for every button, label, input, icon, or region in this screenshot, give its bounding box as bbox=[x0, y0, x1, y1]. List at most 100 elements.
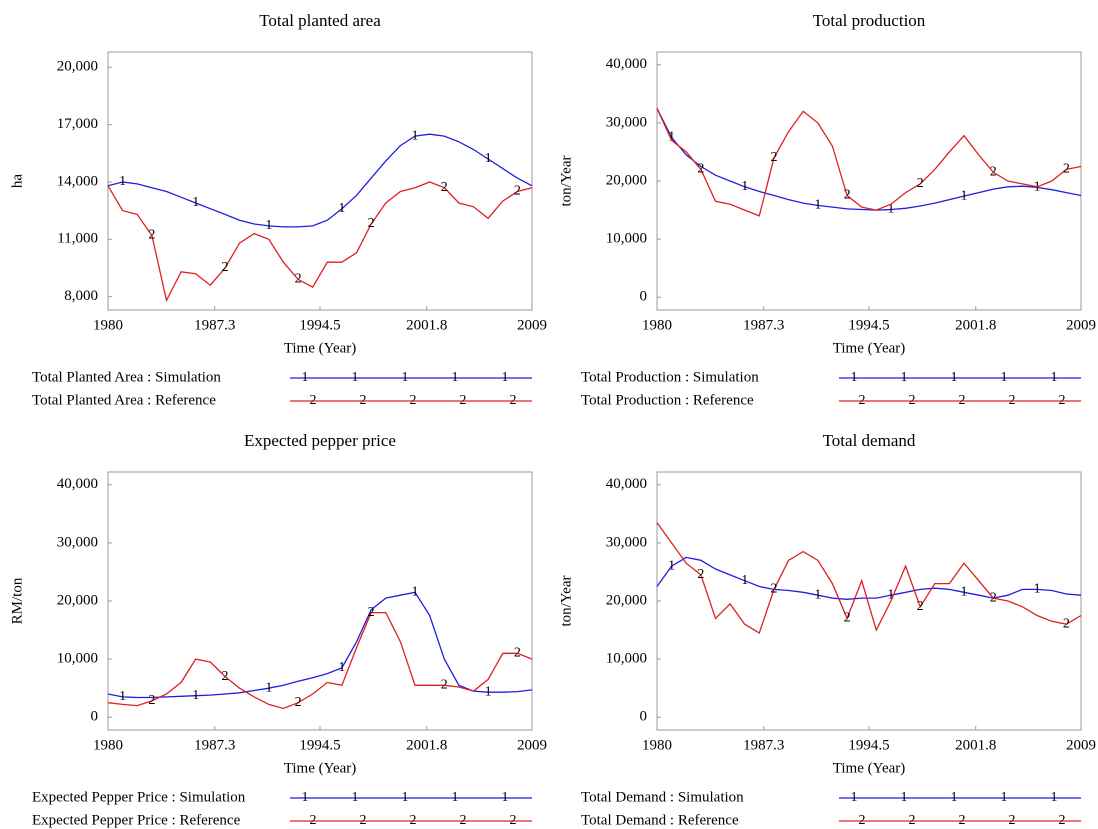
series-marker: 2 bbox=[295, 272, 302, 287]
x-tick-label: 2001.8 bbox=[955, 737, 996, 753]
y-tick-label: 40,000 bbox=[606, 476, 647, 492]
legend-marker: 2 bbox=[460, 393, 467, 408]
series-marker: 2 bbox=[368, 605, 375, 620]
series-marker: 1 bbox=[814, 198, 821, 213]
legend-marker: 1 bbox=[452, 790, 459, 805]
series-marker: 1 bbox=[192, 688, 199, 703]
series-marker: 1 bbox=[814, 587, 821, 602]
series-marker: 1 bbox=[485, 684, 492, 699]
series-marker: 1 bbox=[1034, 582, 1041, 597]
y-tick-label: 0 bbox=[91, 709, 99, 725]
y-axis-label: ha bbox=[9, 174, 25, 189]
legend-marker: 2 bbox=[1059, 813, 1066, 828]
y-tick-label: 20,000 bbox=[606, 172, 647, 188]
series-line bbox=[107, 133, 533, 228]
legend-marker: 1 bbox=[352, 790, 359, 805]
legend-label: Total Demand : Simulation bbox=[581, 789, 744, 805]
series-marker: 2 bbox=[221, 669, 228, 684]
legend-marker: 1 bbox=[402, 370, 409, 385]
legend-marker: 2 bbox=[360, 813, 367, 828]
series-marker: 2 bbox=[697, 162, 704, 177]
x-tick-label: 2009 bbox=[517, 317, 547, 333]
x-tick-label: 1980 bbox=[642, 737, 672, 753]
legend-label: Expected Pepper Price : Reference bbox=[32, 812, 241, 828]
legend-marker: 2 bbox=[859, 813, 866, 828]
x-tick-label: 1994.5 bbox=[299, 317, 340, 333]
series-marker: 1 bbox=[265, 218, 272, 233]
series-marker: 2 bbox=[148, 693, 155, 708]
legend-marker: 1 bbox=[1051, 790, 1058, 805]
series-marker: 1 bbox=[338, 660, 345, 675]
x-tick-label: 1994.5 bbox=[848, 737, 889, 753]
series-marker: 2 bbox=[990, 165, 997, 180]
series-line bbox=[656, 556, 1082, 600]
series-marker: 1 bbox=[485, 151, 492, 166]
y-tick-label: 20,000 bbox=[606, 592, 647, 608]
y-tick-label: 11,000 bbox=[57, 231, 98, 247]
series-marker: 1 bbox=[265, 680, 272, 695]
legend-marker: 1 bbox=[452, 370, 459, 385]
series-marker: 2 bbox=[514, 184, 521, 199]
legend-label: Total Planted Area : Reference bbox=[32, 392, 216, 408]
y-tick-label: 10,000 bbox=[57, 651, 98, 667]
legend-marker: 2 bbox=[410, 393, 417, 408]
legend-marker: 1 bbox=[1001, 790, 1008, 805]
series-marker: 1 bbox=[119, 174, 126, 189]
legend-marker: 1 bbox=[901, 370, 908, 385]
legend-marker: 2 bbox=[310, 813, 317, 828]
series-line bbox=[656, 522, 1082, 634]
y-axis-label: ton/Year bbox=[558, 576, 574, 627]
chart-title: Total planted area bbox=[259, 11, 381, 30]
legend-marker: 2 bbox=[909, 393, 916, 408]
series-line bbox=[656, 108, 1082, 217]
legend-marker: 2 bbox=[959, 813, 966, 828]
y-tick-label: 10,000 bbox=[606, 231, 647, 247]
plot-frame bbox=[107, 471, 533, 731]
legend-marker: 2 bbox=[1059, 393, 1066, 408]
legend-marker: 1 bbox=[851, 370, 858, 385]
series-marker: 1 bbox=[338, 201, 345, 216]
series-marker: 2 bbox=[844, 188, 851, 203]
x-axis-label: Time (Year) bbox=[284, 340, 357, 356]
series-marker: 1 bbox=[961, 188, 968, 203]
y-tick-label: 30,000 bbox=[57, 534, 98, 550]
series-marker: 1 bbox=[741, 573, 748, 588]
series-marker: 1 bbox=[119, 689, 126, 704]
chart-title: Expected pepper price bbox=[244, 431, 396, 450]
legend-label: Total Production : Reference bbox=[581, 392, 754, 408]
legend-marker: 2 bbox=[510, 813, 517, 828]
series-marker: 1 bbox=[961, 585, 968, 600]
y-tick-label: 40,000 bbox=[57, 476, 98, 492]
series-marker: 2 bbox=[221, 260, 228, 275]
y-tick-label: 0 bbox=[640, 289, 648, 305]
legend-label: Total Planted Area : Simulation bbox=[32, 369, 221, 385]
series-marker: 1 bbox=[887, 202, 894, 217]
x-tick-label: 2009 bbox=[517, 737, 547, 753]
legend-marker: 2 bbox=[360, 393, 367, 408]
x-tick-label: 2001.8 bbox=[406, 317, 447, 333]
x-tick-label: 2001.8 bbox=[406, 737, 447, 753]
series-line bbox=[656, 108, 1082, 211]
y-axis-label: RM/ton bbox=[9, 577, 25, 624]
series-marker: 2 bbox=[514, 646, 521, 661]
y-tick-label: 17,000 bbox=[57, 116, 98, 132]
series-marker: 2 bbox=[441, 677, 448, 692]
x-tick-label: 1987.3 bbox=[743, 737, 784, 753]
series-marker: 2 bbox=[917, 599, 924, 614]
legend-label: Total Demand : Reference bbox=[581, 812, 739, 828]
legend-marker: 2 bbox=[460, 813, 467, 828]
legend-marker: 2 bbox=[1009, 393, 1016, 408]
chart-panel: Expected pepper price 0 10,000 20,000 30,000… bbox=[9, 431, 547, 829]
x-axis-label: Time (Year) bbox=[284, 760, 357, 776]
y-axis-label: ton/Year bbox=[558, 156, 574, 207]
series-marker: 2 bbox=[770, 150, 777, 165]
legend-label: Total Production : Simulation bbox=[581, 369, 759, 385]
chart-panel: Total production 0 10,000 20,000 30,000 40,00… bbox=[558, 11, 1096, 409]
legend-marker: 2 bbox=[1009, 813, 1016, 828]
legend-label: Expected Pepper Price : Simulation bbox=[32, 789, 246, 805]
legend-marker: 1 bbox=[352, 370, 359, 385]
series-marker: 2 bbox=[1063, 616, 1070, 631]
series-marker: 1 bbox=[668, 558, 675, 573]
legend-marker: 1 bbox=[951, 790, 958, 805]
